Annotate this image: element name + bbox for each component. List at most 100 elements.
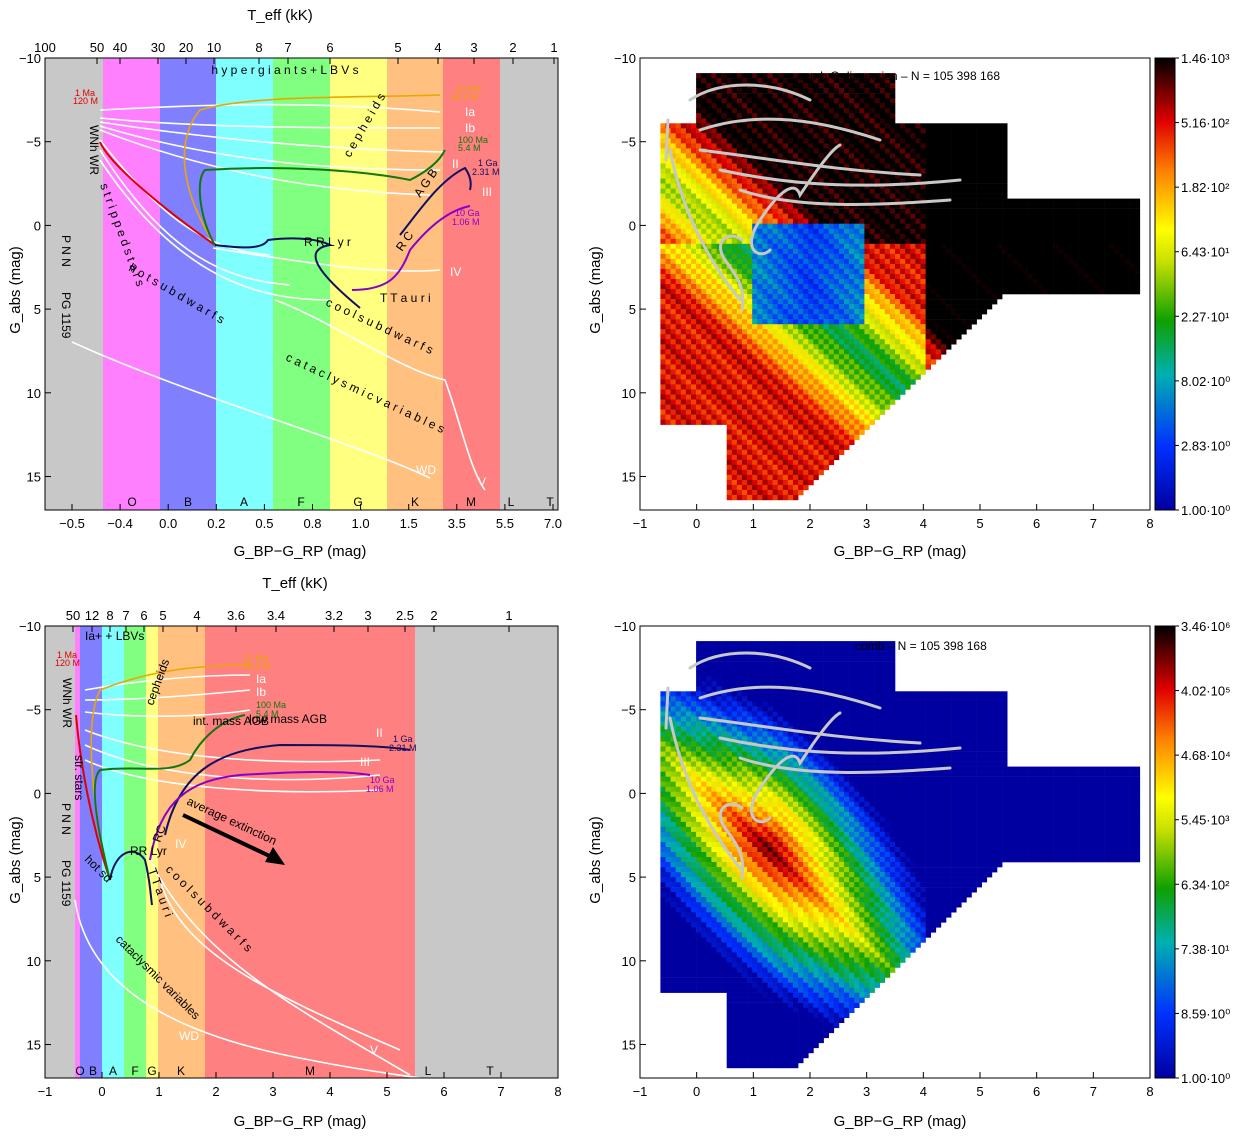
heatmap-cell bbox=[671, 264, 676, 269]
heatmap-cell bbox=[747, 108, 752, 113]
heatmap-cell bbox=[778, 184, 783, 189]
heatmap-cell bbox=[696, 339, 701, 344]
heatmap-cell bbox=[982, 284, 987, 289]
heatmap-cell bbox=[793, 103, 798, 108]
heatmap-cell bbox=[890, 384, 895, 389]
heatmap-cell bbox=[864, 374, 869, 379]
heatmap-cell bbox=[768, 164, 773, 169]
heatmap-cell bbox=[783, 334, 788, 339]
heatmap-cell bbox=[1058, 289, 1063, 294]
heatmap-cell bbox=[701, 224, 706, 229]
heatmap-cell bbox=[977, 294, 982, 299]
heatmap-cell bbox=[997, 284, 1002, 289]
heatmap-cell bbox=[696, 349, 701, 354]
heatmap-cell bbox=[813, 304, 818, 309]
heatmap-cell bbox=[803, 113, 808, 118]
heatmap-cell bbox=[752, 485, 757, 490]
heatmap-cell bbox=[859, 284, 864, 289]
heatmap-cell bbox=[961, 174, 966, 179]
heatmap-cell bbox=[859, 88, 864, 93]
heatmap-cell bbox=[768, 495, 773, 500]
heatmap-cell bbox=[946, 334, 951, 339]
heatmap-cell bbox=[977, 204, 982, 209]
heatmap-cell bbox=[1074, 234, 1079, 239]
heatmap-cell bbox=[829, 319, 834, 324]
heatmap-cell bbox=[844, 430, 849, 435]
heatmap-cell bbox=[844, 194, 849, 199]
heatmap-cell bbox=[762, 495, 767, 500]
heatmap-cell bbox=[1038, 209, 1043, 214]
heatmap-cell bbox=[915, 364, 920, 369]
heatmap-cell bbox=[660, 244, 665, 249]
heatmap-cell bbox=[783, 244, 788, 249]
heatmap-cell bbox=[844, 113, 849, 118]
heatmap-cell bbox=[813, 274, 818, 279]
heatmap-cell bbox=[727, 224, 732, 229]
heatmap-cell bbox=[798, 239, 803, 244]
heatmap-cell bbox=[890, 194, 895, 199]
heatmap-cell bbox=[844, 395, 849, 400]
heatmap-cell bbox=[859, 369, 864, 374]
heatmap-cell bbox=[885, 390, 890, 395]
heatmap-cell bbox=[854, 349, 859, 354]
class-f: F bbox=[297, 495, 304, 509]
heatmap-cell bbox=[783, 495, 788, 500]
heatmap-cell bbox=[798, 88, 803, 93]
heatmap-cell bbox=[666, 324, 671, 329]
heatmap-cell bbox=[1017, 204, 1022, 209]
heatmap-cell bbox=[676, 329, 681, 334]
heatmap-cell bbox=[773, 415, 778, 420]
heatmap-cell bbox=[849, 153, 854, 158]
heatmap-cell bbox=[722, 204, 727, 209]
heatmap-cell bbox=[1053, 234, 1058, 239]
heatmap-cell bbox=[727, 465, 732, 470]
heatmap-cell bbox=[676, 133, 681, 138]
heatmap-cell bbox=[946, 209, 951, 214]
heatmap-cell bbox=[829, 435, 834, 440]
heatmap-cell bbox=[849, 319, 854, 324]
heatmap-cell bbox=[778, 374, 783, 379]
heatmap-cell bbox=[834, 309, 839, 314]
heatmap-cell bbox=[701, 73, 706, 78]
heatmap-cell bbox=[727, 304, 732, 309]
heatmap-cell bbox=[732, 103, 737, 108]
heatmap-cell bbox=[757, 259, 762, 264]
heatmap-cell bbox=[676, 334, 681, 339]
heatmap-cell bbox=[788, 445, 793, 450]
heatmap-cell bbox=[676, 410, 681, 415]
heatmap-cell bbox=[1007, 274, 1012, 279]
heatmap-cell bbox=[1017, 249, 1022, 254]
heatmap-cell bbox=[829, 354, 834, 359]
heatmap-cell bbox=[910, 249, 915, 254]
heatmap-cell bbox=[808, 189, 813, 194]
heatmap-cell bbox=[1068, 224, 1073, 229]
heatmap-cell bbox=[875, 239, 880, 244]
heatmap-cell bbox=[854, 244, 859, 249]
heatmap-cell bbox=[706, 234, 711, 239]
heatmap-cell bbox=[824, 339, 829, 344]
heatmap-cell bbox=[854, 299, 859, 304]
heatmap-cell bbox=[844, 229, 849, 234]
heatmap-cell bbox=[762, 465, 767, 470]
heatmap-cell bbox=[686, 179, 691, 184]
heatmap-cell bbox=[941, 294, 946, 299]
heatmap-cell bbox=[671, 344, 676, 349]
heatmap-cell bbox=[880, 189, 885, 194]
heatmap-cell bbox=[747, 254, 752, 259]
heatmap-cell bbox=[737, 485, 742, 490]
heatmap-cell bbox=[992, 199, 997, 204]
heatmap-cell bbox=[1119, 269, 1124, 274]
heatmap-cell bbox=[691, 264, 696, 269]
heatmap-cell bbox=[706, 405, 711, 410]
heatmap-cell bbox=[875, 103, 880, 108]
heatmap-cell bbox=[966, 189, 971, 194]
heatmap-cell bbox=[717, 379, 722, 384]
heatmap-cell bbox=[1028, 254, 1033, 259]
heatmap-cell bbox=[875, 113, 880, 118]
heatmap-cell bbox=[773, 73, 778, 78]
heatmap-cell bbox=[997, 234, 1002, 239]
heatmap-cell bbox=[992, 209, 997, 214]
heatmap-cell bbox=[747, 480, 752, 485]
heatmap-cell bbox=[890, 209, 895, 214]
heatmap-cell bbox=[1007, 244, 1012, 249]
